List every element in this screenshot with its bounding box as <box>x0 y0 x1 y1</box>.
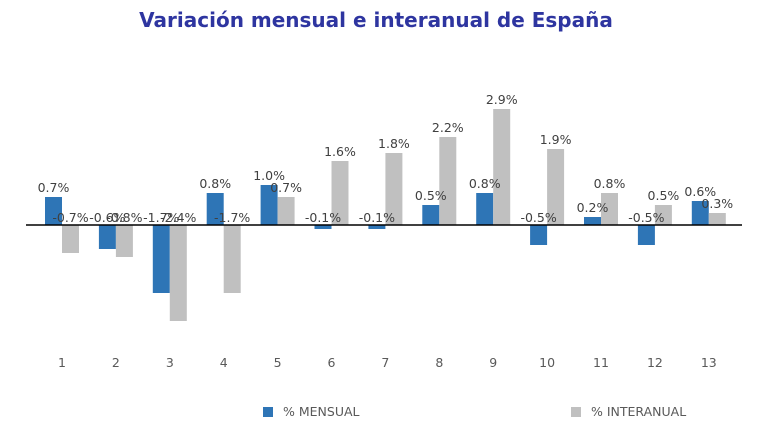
label-mensual-9: 0.8% <box>469 176 501 191</box>
x-tick-2: 2 <box>112 355 120 370</box>
bar-mensual-3 <box>152 225 170 293</box>
label-interanual-1: -0.7% <box>52 210 88 225</box>
x-tick-5: 5 <box>274 355 282 370</box>
x-tick-8: 8 <box>435 355 443 370</box>
bar-interanual-7 <box>385 153 403 225</box>
label-mensual-13: 0.6% <box>684 184 716 199</box>
bar-mensual-1 <box>45 197 62 225</box>
bar-mensual-5 <box>260 185 278 225</box>
label-mensual-10: -0.5% <box>520 210 556 225</box>
bar-interanual-4 <box>223 225 241 293</box>
x-tick-6: 6 <box>328 355 336 370</box>
x-tick-3: 3 <box>166 355 174 370</box>
label-mensual-3: -1.7% <box>143 210 179 225</box>
bar-mensual-2 <box>98 225 116 249</box>
x-tick-11: 11 <box>593 355 609 370</box>
label-interanual-9: 2.9% <box>486 92 518 107</box>
data-labels-group: 0.7%-0.7% -0.6%-0.8% -1.7%-2.4%0.8%-1.7%1.… <box>38 92 734 225</box>
bar-interanual-10 <box>547 149 565 225</box>
label-interanual-8: 2.2% <box>432 120 464 135</box>
x-tick-1: 1 <box>58 355 66 370</box>
chart-title: Variación mensual e interanual de España <box>139 8 613 32</box>
bar-interanual-1 <box>62 225 79 253</box>
label-mensual-2: -0.6% <box>89 210 125 225</box>
bar-mensual-7 <box>368 225 386 229</box>
bar-interanual-3 <box>169 225 187 321</box>
bar-mensual-4 <box>206 193 224 225</box>
bar-mensual-12 <box>637 225 655 245</box>
label-interanual-5: 0.7% <box>270 180 302 195</box>
label-interanual-3: -2.4% <box>160 210 196 225</box>
bar-interanual-11 <box>601 193 618 225</box>
bar-interanual-2 <box>115 225 133 257</box>
x-tick-4: 4 <box>220 355 228 370</box>
label-interanual-13: 0.3% <box>701 196 733 211</box>
legend-label-interanual: % INTERANUAL <box>591 404 687 419</box>
legend-swatch-mensual <box>263 406 273 417</box>
x-tick-labels-group: 1 2 3 4 5 6 7 8 9 10 11 12 13 <box>58 355 717 370</box>
bars-group <box>45 109 726 321</box>
legend-label-mensual: % MENSUAL <box>283 404 360 419</box>
bar-mensual-13 <box>691 201 709 225</box>
bar-mensual-6 <box>314 225 332 229</box>
x-tick-13: 13 <box>701 355 717 370</box>
label-mensual-11: 0.2% <box>577 200 609 215</box>
label-interanual-2: -0.8% <box>106 210 142 225</box>
legend-swatch-interanual <box>571 406 581 417</box>
x-tick-10: 10 <box>539 355 555 370</box>
bar-interanual-6 <box>331 161 349 225</box>
label-mensual-5: 1.0% <box>253 168 285 183</box>
label-interanual-10: 1.9% <box>540 132 572 147</box>
bar-interanual-8 <box>439 137 457 225</box>
bar-mensual-9 <box>476 193 494 225</box>
label-interanual-4: -1.7% <box>214 210 250 225</box>
bar-mensual-8 <box>422 205 440 225</box>
label-mensual-6: -0.1% <box>305 210 341 225</box>
bar-interanual-5 <box>277 197 295 225</box>
label-interanual-6: 1.6% <box>324 144 356 159</box>
x-tick-9: 9 <box>489 355 497 370</box>
label-mensual-4: 0.8% <box>199 176 231 191</box>
label-mensual-7: -0.1% <box>359 210 395 225</box>
bar-mensual-10 <box>530 225 548 245</box>
bar-interanual-13 <box>708 213 726 225</box>
bar-mensual-11 <box>584 217 601 225</box>
bar-interanual-9 <box>493 109 511 225</box>
legend-item-mensual: % MENSUAL <box>263 404 359 419</box>
x-tick-12: 12 <box>647 355 663 370</box>
label-mensual-12: -0.5% <box>628 210 664 225</box>
legend-item-interanual: % INTERANUAL <box>571 404 686 419</box>
label-mensual-1: 0.7% <box>38 180 70 195</box>
label-interanual-11: 0.8% <box>594 176 626 191</box>
bar-interanual-12 <box>654 205 672 225</box>
label-mensual-8: 0.5% <box>415 188 447 203</box>
x-tick-7: 7 <box>381 355 389 370</box>
label-interanual-7: 1.8% <box>378 136 410 151</box>
label-interanual-12: 0.5% <box>648 188 680 203</box>
